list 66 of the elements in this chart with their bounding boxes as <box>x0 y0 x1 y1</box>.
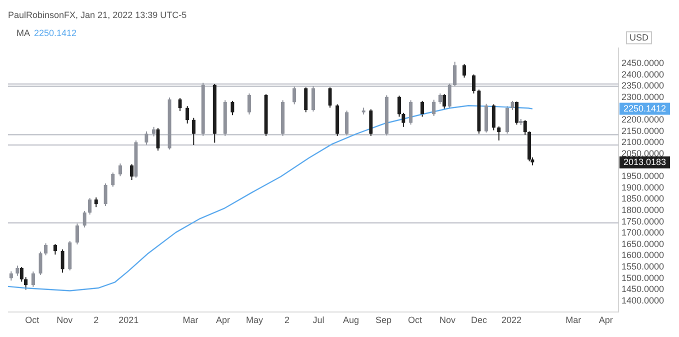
y-tick-label: 2150.0000 <box>621 126 664 136</box>
x-tick-label: 2022 <box>501 315 522 326</box>
x-tick-label: Apr <box>598 315 613 326</box>
x-tick-label: Nov <box>56 315 74 326</box>
x-tick-label: Mar <box>182 315 198 326</box>
candlestick <box>44 242 48 256</box>
x-tick-label: Oct <box>25 315 40 326</box>
x-tick-label: Apr <box>216 315 230 326</box>
candlestick <box>230 100 234 116</box>
y-tick-label: 2200.0000 <box>621 114 664 125</box>
candlestick <box>60 248 64 274</box>
x-tick-label: May <box>246 315 264 326</box>
y-tick-label: 1700.0000 <box>621 228 664 238</box>
candlestick <box>432 99 436 117</box>
x-tick-label: 2 <box>284 315 290 326</box>
candlestick <box>311 86 316 112</box>
candlestick <box>38 251 42 276</box>
y-tick-label: 2100.0000 <box>621 137 664 148</box>
y-tick-label: 2050.0000 <box>621 148 664 158</box>
text: 2250.1412 <box>34 28 77 38</box>
y-tick-label: 1600.0000 <box>621 250 664 260</box>
candlestick <box>453 61 457 87</box>
y-tick-label: 1650.0000 <box>621 238 664 249</box>
x-tick-label: Oct <box>408 315 422 326</box>
candlestick <box>178 97 182 112</box>
x-tick-label: Dec <box>470 315 488 326</box>
x-tick-label: 2021 <box>118 315 139 326</box>
text: MA <box>16 28 30 38</box>
y-tick-label: 1750.0000 <box>621 216 664 226</box>
y-tick-label: 1400.0000 <box>621 295 664 306</box>
y-tick-label: 1450.0000 <box>621 284 664 294</box>
x-tick-label: 2 <box>94 315 99 326</box>
candlestick <box>24 276 28 290</box>
candlestick <box>397 95 402 118</box>
text: 2250.1412 <box>623 103 666 114</box>
y-tick-label: 1800.0000 <box>621 204 664 215</box>
y-tick-label: 2350.0000 <box>621 80 664 91</box>
candlestick <box>82 210 86 228</box>
candlestick <box>292 86 296 105</box>
text: USD <box>629 32 649 42</box>
candlestick <box>104 182 108 206</box>
candlestick <box>510 100 514 110</box>
y-tick-label: 2450.0000 <box>621 58 664 68</box>
y-tick-label: 1850.0000 <box>621 194 664 204</box>
candlestick <box>31 271 36 288</box>
x-tick-label: Jul <box>312 315 324 326</box>
chart-title: PaulRobinsonFX, Jan 21, 2022 13:39 UTC-5 <box>8 10 187 20</box>
candlestick <box>144 130 148 146</box>
x-tick-label: Nov <box>439 315 456 326</box>
candlestick <box>16 265 20 276</box>
y-tick-label: 2300.0000 <box>621 92 664 102</box>
y-tick-label: 2400.0000 <box>621 69 664 80</box>
y-tick-label: 1900.0000 <box>621 182 664 192</box>
candlestick <box>402 112 406 128</box>
text: 2013.0183 <box>623 156 666 167</box>
candlestick <box>156 128 160 152</box>
candlestick <box>462 64 466 78</box>
x-tick-label: Sep <box>375 315 392 326</box>
y-tick-label: 1550.0000 <box>621 261 664 272</box>
y-tick-label: 1950.0000 <box>621 171 664 182</box>
candlestick <box>130 164 134 180</box>
candlestick <box>304 86 308 113</box>
x-tick-label: Aug <box>342 315 359 326</box>
candlestick <box>328 86 332 108</box>
y-tick-label: 1500.0000 <box>621 272 664 283</box>
x-tick-label: Mar <box>566 315 582 326</box>
